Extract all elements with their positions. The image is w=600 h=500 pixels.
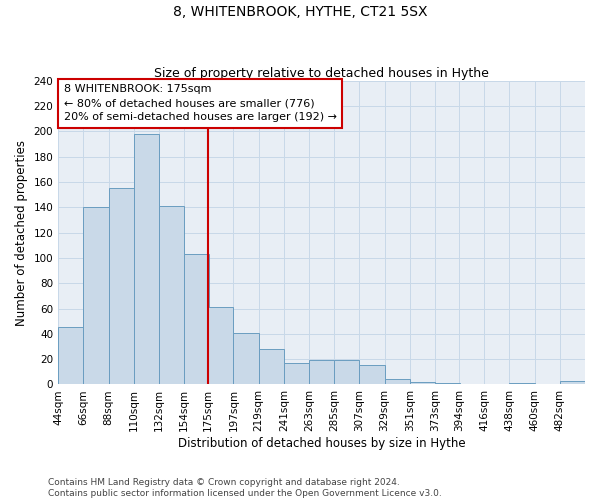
Title: Size of property relative to detached houses in Hythe: Size of property relative to detached ho… <box>154 66 489 80</box>
Bar <box>560 380 585 384</box>
Bar <box>159 206 184 384</box>
Bar <box>259 349 284 384</box>
Bar <box>309 360 334 384</box>
Text: 8 WHITENBROOK: 175sqm
← 80% of detached houses are smaller (776)
20% of semi-det: 8 WHITENBROOK: 175sqm ← 80% of detached … <box>64 84 337 122</box>
Bar <box>284 363 309 384</box>
Bar <box>184 254 209 384</box>
Y-axis label: Number of detached properties: Number of detached properties <box>15 140 28 326</box>
Bar <box>83 207 109 384</box>
Bar <box>109 188 134 384</box>
Bar <box>410 382 435 384</box>
Bar <box>58 328 83 384</box>
Bar <box>208 307 233 384</box>
X-axis label: Distribution of detached houses by size in Hythe: Distribution of detached houses by size … <box>178 437 466 450</box>
Bar <box>509 383 535 384</box>
Bar <box>334 360 359 384</box>
Bar <box>233 332 259 384</box>
Text: 8, WHITENBROOK, HYTHE, CT21 5SX: 8, WHITENBROOK, HYTHE, CT21 5SX <box>173 5 427 19</box>
Text: Contains HM Land Registry data © Crown copyright and database right 2024.
Contai: Contains HM Land Registry data © Crown c… <box>48 478 442 498</box>
Bar <box>359 366 385 384</box>
Bar <box>435 383 460 384</box>
Bar <box>134 134 159 384</box>
Bar <box>385 380 410 384</box>
